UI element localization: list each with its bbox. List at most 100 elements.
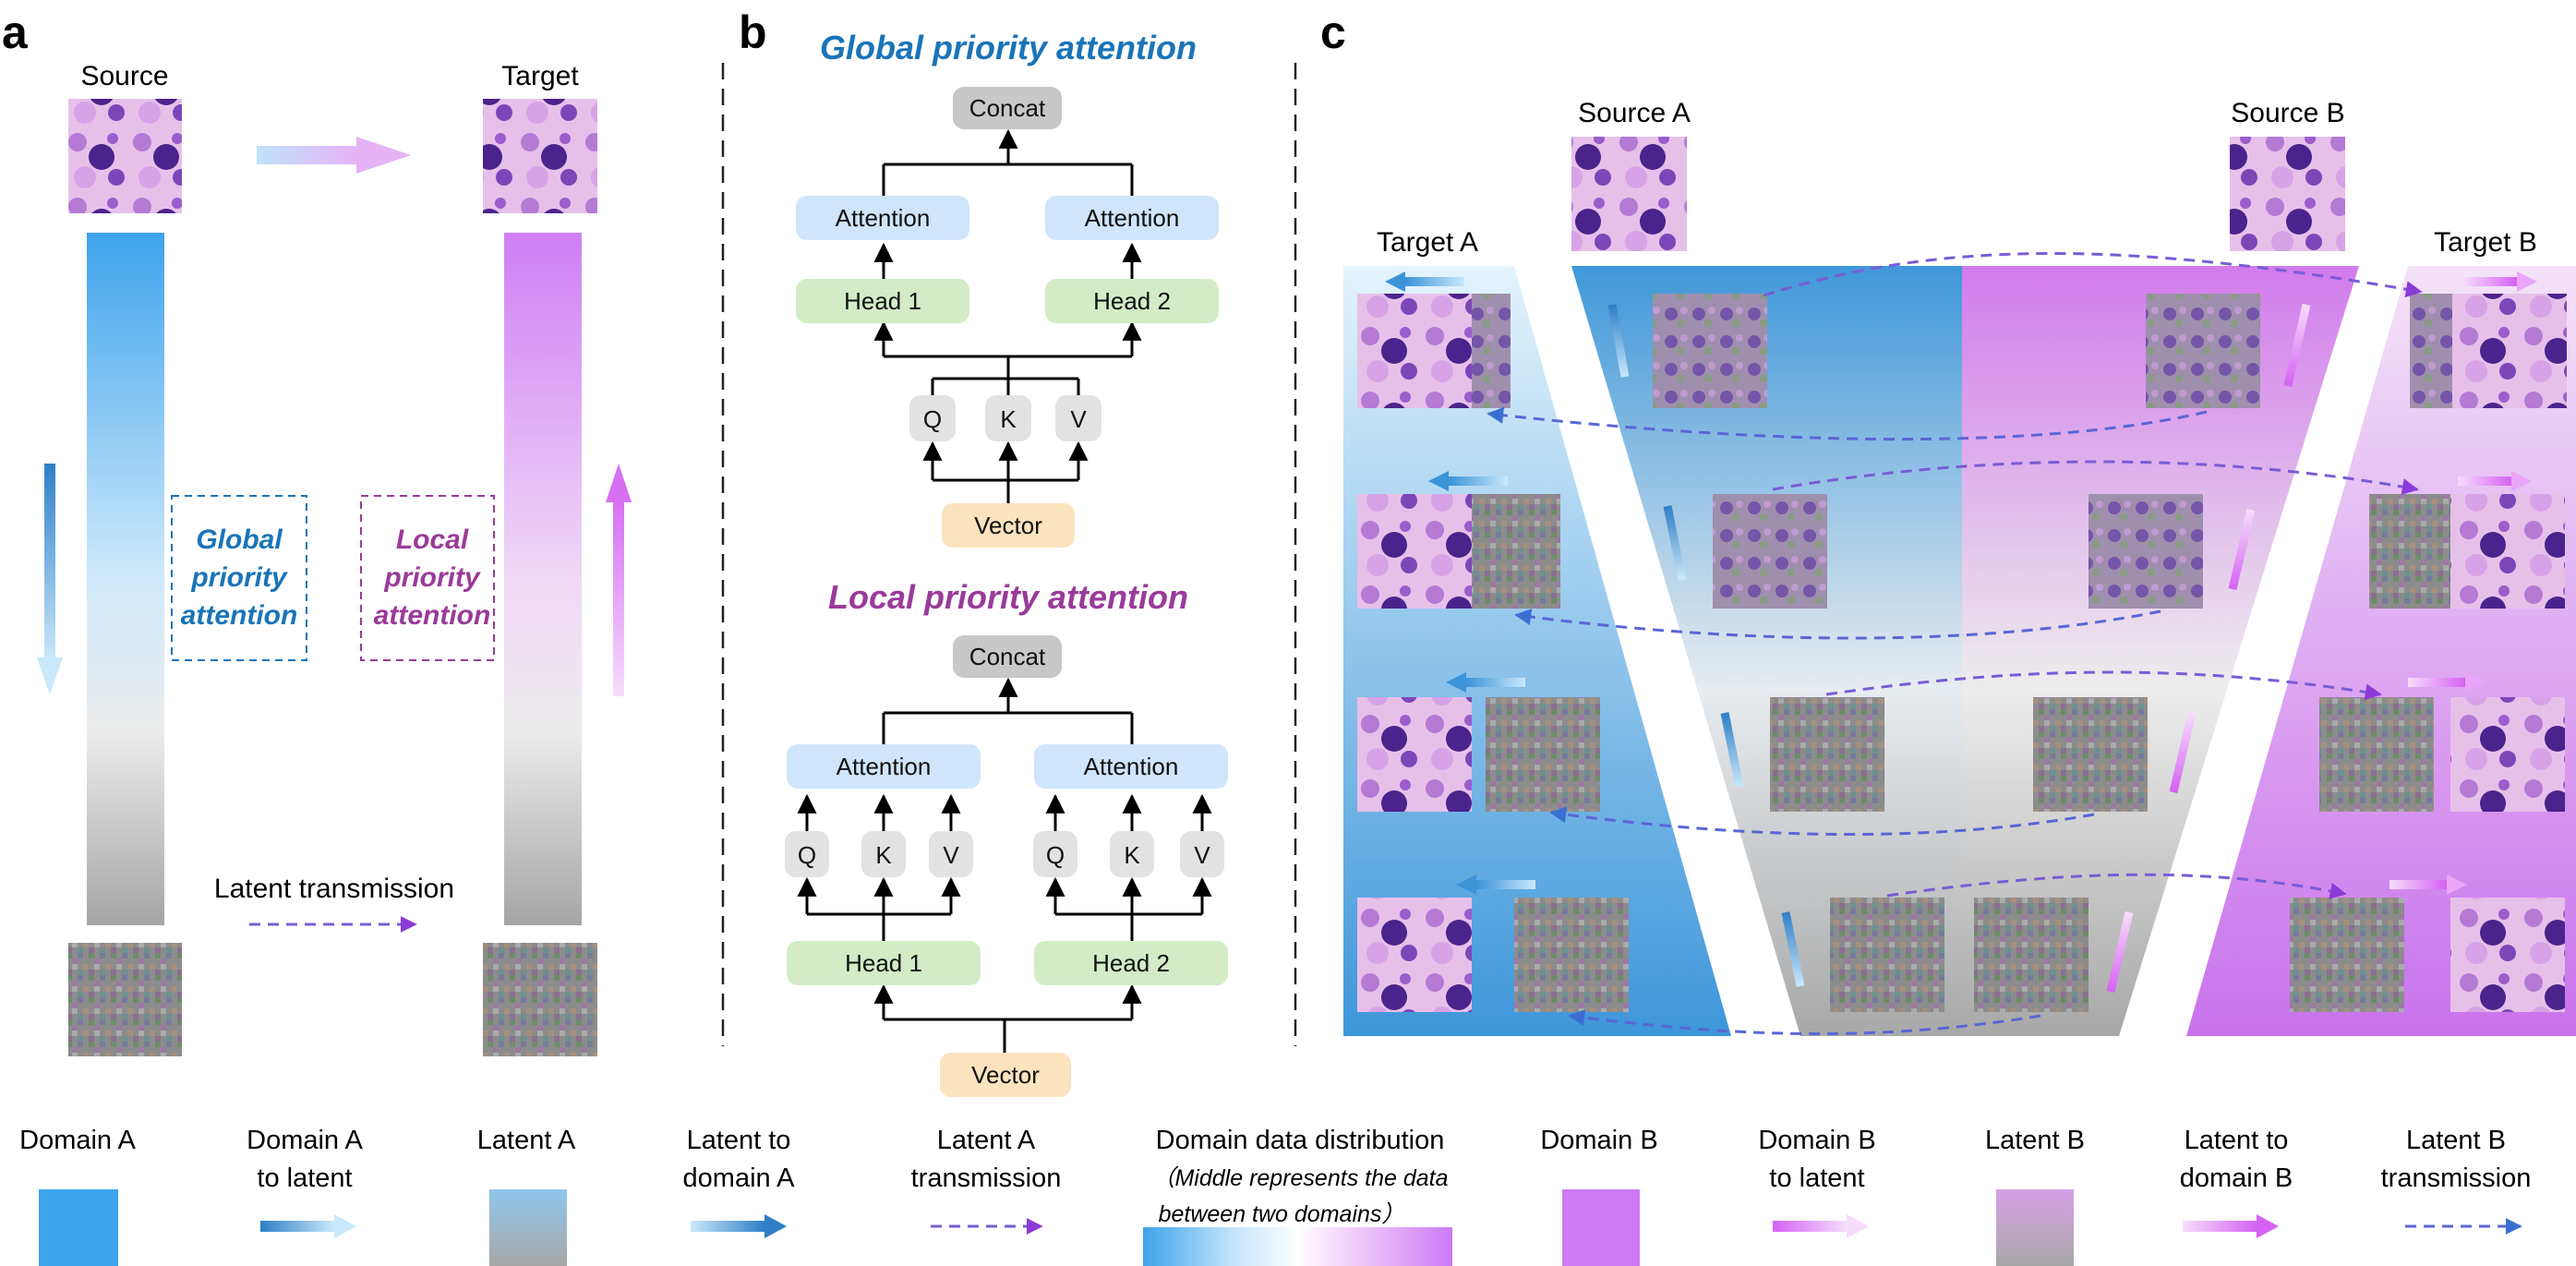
row3-latent-b-image: [2033, 697, 2148, 812]
row3-target-a-image: [1357, 697, 1472, 812]
legend-domain-a-swatch: [39, 1189, 118, 1266]
source-image: [68, 99, 182, 213]
local-connectors: [797, 677, 1212, 1053]
row1-target-a-partial: [1472, 294, 1511, 408]
legend-domain-a-to-latent-line2: to latent: [257, 1164, 352, 1193]
row3-target-b-latent: [2319, 697, 2434, 812]
latent-transmission-label: Latent transmission: [214, 874, 454, 904]
source-label: Source: [80, 61, 168, 91]
row2-target-a-latent: [1472, 494, 1560, 609]
domain-a-region: [1343, 266, 1731, 1036]
global-attention-label-1: Attention: [836, 204, 931, 232]
local-vector-box: [940, 1053, 1071, 1097]
legend-latent-to-domain-b-line1: Latent to: [2185, 1126, 2289, 1155]
middle-left-region: [1571, 266, 1962, 1036]
local-attention-box-2: [1034, 744, 1228, 789]
local-head1-label: Head 1: [845, 949, 922, 977]
target-distribution-bar: [504, 233, 582, 925]
local-v2-box: [1180, 831, 1224, 877]
source-b-label: Source B: [2231, 98, 2344, 128]
legend-latent-to-domain-a-line1: Latent to: [687, 1126, 791, 1155]
legend-domain-a-to-latent-line1: Domain A: [247, 1126, 363, 1155]
panel-a-letter: a: [2, 6, 29, 58]
row4-target-a-latent: [1514, 898, 1629, 1012]
source-to-target-arrowhead: [356, 137, 411, 174]
row2-latent-b-image: [2088, 494, 2203, 609]
local-q1-label: Q: [798, 841, 816, 869]
global-q-box: [909, 395, 956, 441]
global-k-label: K: [1000, 405, 1017, 433]
source-b-image: [2230, 137, 2345, 251]
legend-domain-b-to-latent-line1: Domain B: [1758, 1126, 1875, 1155]
global-attention-label-2: Attention: [1085, 204, 1180, 232]
global-concat-label: Concat: [969, 94, 1046, 122]
panel-a: a Source Target Global priority attentio…: [2, 6, 632, 1056]
local-attention-line3: attention: [374, 600, 491, 631]
row2-latent-a-image: [1713, 494, 1827, 609]
legend-latent-b-swatch: [1996, 1189, 2074, 1266]
panel-b-letter: b: [739, 6, 767, 58]
global-attention-box-2: [1045, 196, 1219, 240]
global-attention-title: Global priority attention: [820, 29, 1197, 66]
up-arrowhead-purple: [606, 464, 632, 502]
global-head1-label: Head 1: [844, 287, 921, 315]
row1-target-a-image: [1357, 294, 1472, 408]
row4-target-b-image: [2450, 898, 2565, 1012]
global-attention-box: [171, 495, 307, 661]
transmission-arrows: [1487, 252, 2423, 1035]
legend-latent-to-domain-b-line2: domain B: [2180, 1164, 2293, 1193]
legend-latent-to-domain-b-arrowhead: [2257, 1214, 2279, 1238]
source-a-label: Source A: [1578, 98, 1691, 128]
legend-distribution-label: Domain data distribution: [1156, 1126, 1445, 1155]
domain-b-to-latent-arrows: [2106, 304, 2311, 994]
row3-target-a-latent: [1486, 697, 1600, 812]
panel-b: b Global priority attention Concat: [739, 6, 1228, 1097]
legend-distribution-swatch: [1143, 1227, 1452, 1266]
global-attention-box-1: [796, 196, 969, 240]
legend-latent-to-domain-b-arrow: [2183, 1221, 2257, 1232]
global-head2-box: [1045, 279, 1219, 323]
legend-latent-to-domain-a-arrowhead: [764, 1214, 787, 1238]
local-v1-box: [929, 831, 973, 877]
legend-latent-a-transmission-line2: transmission: [911, 1164, 1062, 1193]
local-q2-box: [1033, 831, 1077, 877]
local-attention-line1: Local: [396, 524, 469, 555]
local-attention-box: [360, 495, 495, 661]
global-vector-label: Vector: [974, 512, 1042, 539]
row4-target-b-latent: [2290, 898, 2404, 1012]
to-target-a-arrows: [1385, 271, 1535, 895]
panel-c-letter: c: [1320, 6, 1346, 58]
row4-target-a-image: [1357, 898, 1472, 1012]
row3-target-b-image: [2450, 697, 2565, 812]
global-attention-line1: Global: [196, 524, 283, 555]
local-attention-box-1: [787, 744, 981, 789]
local-k2-box: [1110, 831, 1154, 877]
source-a-image: [1571, 137, 1687, 251]
target-image: [483, 99, 597, 213]
row4-latent-b-image: [1974, 898, 2088, 1012]
global-k-box: [985, 395, 1031, 441]
local-k1-box: [861, 831, 906, 877]
local-head2-label: Head 2: [1092, 949, 1170, 977]
local-head2-box: [1034, 941, 1228, 985]
target-b-label: Target B: [2434, 227, 2537, 258]
down-arrow-blue: [44, 464, 55, 659]
down-arrowhead-blue: [37, 657, 63, 694]
source-distribution-bar: [87, 233, 164, 925]
legend-domain-b-to-latent-arrowhead: [1847, 1214, 1869, 1238]
legend-latent-to-domain-a-arrow: [691, 1221, 764, 1232]
global-head1-box: [796, 279, 969, 323]
domain-a-to-latent-arrows: [1607, 304, 1805, 987]
row1-target-b-image: [2452, 294, 2567, 408]
legend-domain-a-label: Domain A: [19, 1126, 136, 1155]
legend-domain-a-to-latent-arrow: [260, 1221, 334, 1232]
domain-b-region: [2186, 266, 2576, 1036]
panel-c: c Source A Source B Target A Target B: [1320, 6, 2576, 1036]
row2-target-b-image: [2450, 494, 2565, 609]
legend-domain-b-label: Domain B: [1540, 1126, 1657, 1155]
legend-latent-a-swatch: [489, 1189, 567, 1266]
legend-latent-b-transmission-line1: Latent B: [2406, 1126, 2506, 1155]
global-connectors: [873, 128, 1142, 503]
legend-latent-to-domain-a-line2: domain A: [683, 1164, 796, 1193]
